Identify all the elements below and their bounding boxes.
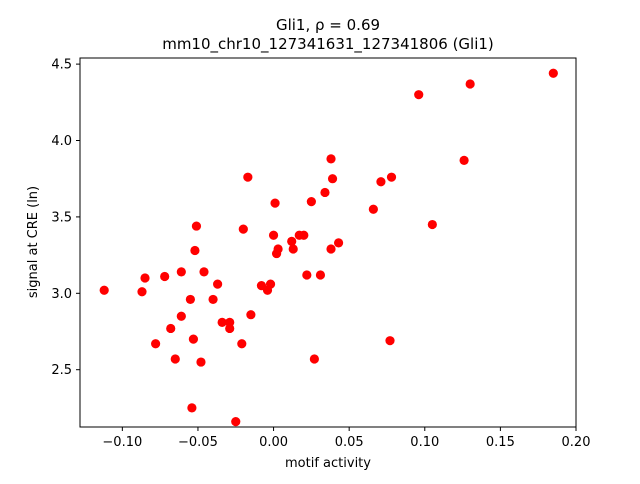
data-point [315,270,326,280]
data-point [327,174,338,184]
data-point [246,310,256,320]
data-point [213,279,223,289]
data-point [299,230,309,240]
data-point [137,287,147,297]
data-point [196,357,206,367]
data-point [185,294,195,305]
y-tick-label: 4.5 [51,58,72,73]
data-point [548,68,558,78]
data-point [99,285,109,295]
data-point [265,279,276,289]
data-point [268,230,279,240]
data-point [166,323,176,334]
data-point [386,172,397,182]
data-point [243,172,253,182]
data-point [238,224,248,234]
data-point [176,267,186,277]
data-point [225,317,235,327]
data-point [302,270,312,280]
data-point [217,317,227,327]
data-point [385,336,395,346]
data-point [333,238,344,248]
data-point [326,154,336,164]
data-point [459,155,469,165]
data-point [306,197,316,207]
x-axis-label: motif activity [285,456,371,471]
data-point [170,354,180,364]
y-tick-label: 3.5 [51,210,72,225]
data-point [376,177,386,187]
x-tick-label: −0.10 [102,435,142,450]
data-point [151,339,161,349]
data-point [199,267,209,277]
data-point [160,271,170,282]
chart-title-line2: mm10_chr10_127341631_127341806 (Gli1) [162,35,494,54]
data-point [191,221,202,231]
x-tick-label: 0.20 [562,435,591,450]
data-point [231,417,241,427]
data-point [208,294,218,305]
data-point [140,273,150,283]
data-point [368,204,378,214]
data-point [465,79,475,89]
data-point [188,334,199,344]
data-point [309,354,319,364]
x-tick-label: 0.00 [259,435,288,450]
y-tick-label: 2.5 [51,363,72,378]
x-tick-label: 0.10 [410,435,439,450]
data-point [414,90,424,100]
data-point [320,187,330,198]
data-point [187,403,197,413]
data-points [99,68,558,427]
data-point [287,236,297,246]
x-axis-ticks: −0.10 −0.05 0.00 0.05 0.10 0.15 0.20 [102,427,590,450]
data-point [237,339,247,349]
plot-frame [79,57,577,428]
data-point [273,244,283,254]
chart-title-line1: Gli1, ρ = 0.69 [276,16,380,34]
data-point [270,198,280,208]
data-point [176,311,186,321]
x-tick-label: −0.05 [178,435,218,450]
y-tick-label: 4.0 [51,134,72,149]
y-axis-label: signal at CRE (ln) [26,186,41,298]
x-tick-label: 0.05 [335,435,364,450]
data-point [288,244,298,254]
x-tick-label: 0.15 [486,435,515,450]
data-point [427,219,437,230]
data-point [190,245,200,256]
y-tick-label: 3.0 [51,287,72,302]
y-axis-ticks: 2.5 3.0 3.5 4.0 4.5 [51,58,80,378]
data-point [326,244,336,254]
